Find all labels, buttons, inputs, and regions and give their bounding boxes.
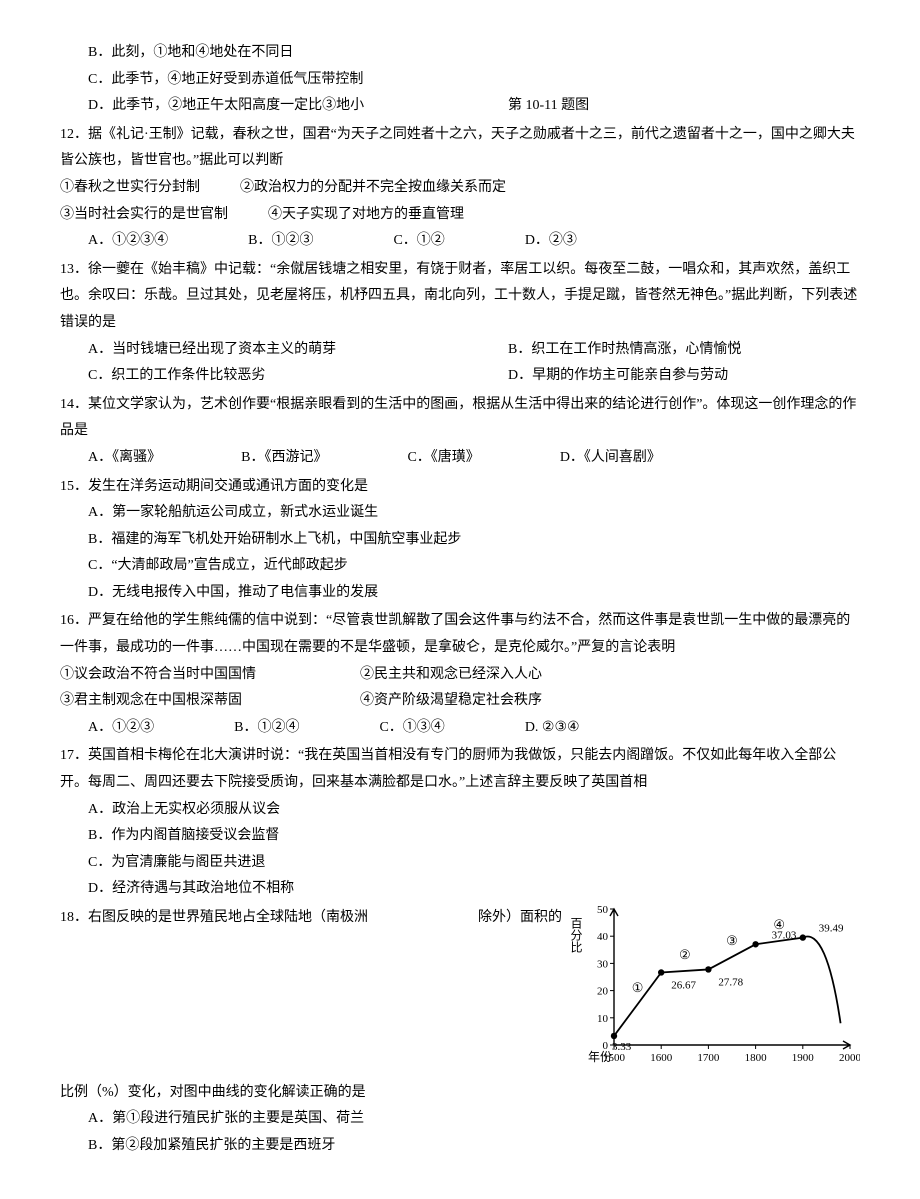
svg-text:年份: 年份 [588, 1050, 612, 1064]
svg-text:20: 20 [597, 986, 609, 998]
q16-circ4: ④资产阶级渴望稳定社会秩序 [360, 688, 542, 715]
svg-text:39.49: 39.49 [819, 923, 844, 935]
option-text: B．此刻，①地和④地处在不同日 [88, 45, 293, 60]
q15-option-a[interactable]: A．第一家轮船航运公司成立，新式水运业诞生 [60, 500, 860, 527]
q12-option-a[interactable]: A．①②③④ [88, 228, 168, 255]
q15-option-c[interactable]: C．“大清邮政局”宣告成立，近代邮政起步 [60, 553, 860, 580]
q13-option-d[interactable]: D．早期的作坊主可能亲自参与劳动 [508, 363, 728, 390]
q13-stem: 13．徐一夔在《始丰稿》中记载：“余僦居钱塘之相安里，有饶于财者，率居工以织。每… [60, 257, 860, 337]
svg-text:40: 40 [597, 931, 609, 943]
q18-option-a[interactable]: A．第①段进行殖民扩张的主要是英国、荷兰 [60, 1106, 860, 1133]
svg-text:1700: 1700 [697, 1052, 720, 1064]
q18-stem-b: 除外）面积的 [478, 905, 562, 932]
svg-text:①: ① [632, 980, 644, 995]
option-text: D．此季节，②地正午太阳高度一定比③地小 [88, 98, 364, 113]
q12-circ1: ①春秋之世实行分封制 [60, 175, 200, 202]
q12-stem: 12．据《礼记·王制》记载，春秋之世，国君“为天子之同姓者十之六，天子之勋戚者十… [60, 122, 860, 175]
q17-stem: 17．英国首相卡梅伦在北大演讲时说：“我在英国当首相没有专门的厨师为我做饭，只能… [60, 743, 860, 796]
q15-option-d[interactable]: D．无线电报传入中国，推动了电信事业的发展 [60, 580, 860, 607]
option-text: B．福建的海军飞机处开始研制水上飞机，中国航空事业起步 [88, 532, 461, 547]
q18-stem-c: 比例（%）变化，对图中曲线的变化解读正确的是 [60, 1080, 860, 1107]
option-text: A．第①段进行殖民扩张的主要是英国、荷兰 [88, 1111, 364, 1126]
svg-text:③: ③ [726, 933, 738, 948]
q12-circ4: ④天子实现了对地方的垂直管理 [268, 202, 464, 229]
q17-option-a[interactable]: A．政治上无实权必须服从议会 [60, 797, 860, 824]
q15-option-b[interactable]: B．福建的海军飞机处开始研制水上飞机，中国航空事业起步 [60, 527, 860, 554]
q11-option-d[interactable]: D．此季节，②地正午太阳高度一定比③地小 [60, 93, 508, 120]
svg-text:50: 50 [597, 904, 609, 916]
q14-option-b[interactable]: B．《西游记》 [241, 445, 327, 472]
svg-text:1800: 1800 [745, 1052, 768, 1064]
svg-text:百分比: 百分比 [570, 917, 583, 954]
option-text: B．作为内阁首脑接受议会监督 [88, 828, 279, 843]
option-text: C．此季节，④地正好受到赤道低气压带控制 [88, 72, 363, 87]
q12-option-c[interactable]: C．①② [393, 228, 444, 255]
q14-option-c[interactable]: C．《唐璜》 [407, 445, 479, 472]
q12-option-d[interactable]: D．②③ [525, 228, 577, 255]
q13-option-a[interactable]: A．当时钱塘已经出现了资本主义的萌芽 [60, 337, 508, 364]
svg-text:②: ② [679, 947, 691, 962]
svg-text:2000: 2000 [839, 1052, 860, 1064]
svg-text:1600: 1600 [650, 1052, 673, 1064]
q14-option-d[interactable]: D．《人间喜剧》 [560, 445, 661, 472]
option-text: B．第②段加紧殖民扩张的主要是西班牙 [88, 1138, 335, 1153]
q14-option-a[interactable]: A．《离骚》 [88, 445, 161, 472]
q17-option-c[interactable]: C．为官清廉能与阁臣共进退 [60, 850, 860, 877]
q16-option-c[interactable]: C．①③④ [379, 715, 444, 742]
q12-option-b[interactable]: B．①②③ [248, 228, 313, 255]
option-text: D．早期的作坊主可能亲自参与劳动 [508, 368, 728, 383]
option-text: D．经济待遇与其政治地位不相称 [88, 881, 294, 896]
q16-option-d[interactable]: D. ②③④ [525, 715, 580, 742]
q16-circ2: ②民主共和观念已经深入人心 [360, 662, 542, 689]
svg-text:10: 10 [597, 1013, 609, 1025]
q11-option-b[interactable]: B．此刻，①地和④地处在不同日 [60, 40, 860, 67]
svg-text:④: ④ [773, 917, 785, 932]
q16-circ1: ①议会政治不符合当时中国国情 [60, 662, 320, 689]
q16-circ3: ③君主制观念在中国根深蒂固 [60, 688, 320, 715]
option-text: C．织工的工作条件比较恶劣 [88, 368, 265, 383]
q13-option-b[interactable]: B．织工在工作时热情高涨，心情愉悦 [508, 337, 741, 364]
svg-text:1900: 1900 [792, 1052, 815, 1064]
q12-circ2: ②政治权力的分配并不完全按血缘关系而定 [240, 175, 506, 202]
q18-option-b[interactable]: B．第②段加紧殖民扩张的主要是西班牙 [60, 1133, 860, 1160]
q14-stem: 14．某位文学家认为，艺术创作要“根据亲眼看到的生活中的图画，根据从生活中得出来… [60, 392, 860, 445]
q18-stem-a: 18．右图反映的是世界殖民地占全球陆地（南极洲 [60, 910, 368, 925]
q12-circ3: ③当时社会实行的是世官制 [60, 202, 228, 229]
option-text: C．为官清廉能与阁臣共进退 [88, 855, 265, 870]
q13-option-c[interactable]: C．织工的工作条件比较恶劣 [60, 363, 508, 390]
svg-text:3.33: 3.33 [612, 1041, 632, 1053]
figure-note-10-11: 第 10-11 题图 [508, 93, 589, 120]
q15-stem: 15．发生在洋务运动期间交通或通讯方面的变化是 [60, 474, 860, 501]
svg-text:30: 30 [597, 958, 609, 970]
svg-text:26.67: 26.67 [671, 979, 696, 991]
option-text: D．无线电报传入中国，推动了电信事业的发展 [88, 585, 378, 600]
option-text: A．政治上无实权必须服从议会 [88, 802, 280, 817]
option-text: A．第一家轮船航运公司成立，新式水运业诞生 [88, 505, 378, 520]
q11-option-c[interactable]: C．此季节，④地正好受到赤道低气压带控制 [60, 67, 860, 94]
svg-text:27.78: 27.78 [718, 976, 743, 988]
option-text: A．当时钱塘已经出现了资本主义的萌芽 [88, 342, 336, 357]
option-text: B．织工在工作时热情高涨，心情愉悦 [508, 342, 741, 357]
q16-stem: 16．严复在给他的学生熊纯儒的信中说到：“尽管袁世凯解散了国会这件事与约法不合，… [60, 608, 860, 661]
q18-chart: 01020304050150016001700180019002000百分比年份… [570, 899, 860, 1080]
option-text: C．“大清邮政局”宣告成立，近代邮政起步 [88, 558, 348, 573]
q16-option-a[interactable]: A．①②③ [88, 715, 154, 742]
q17-option-b[interactable]: B．作为内阁首脑接受议会监督 [60, 823, 860, 850]
q16-option-b[interactable]: B．①②④ [234, 715, 299, 742]
